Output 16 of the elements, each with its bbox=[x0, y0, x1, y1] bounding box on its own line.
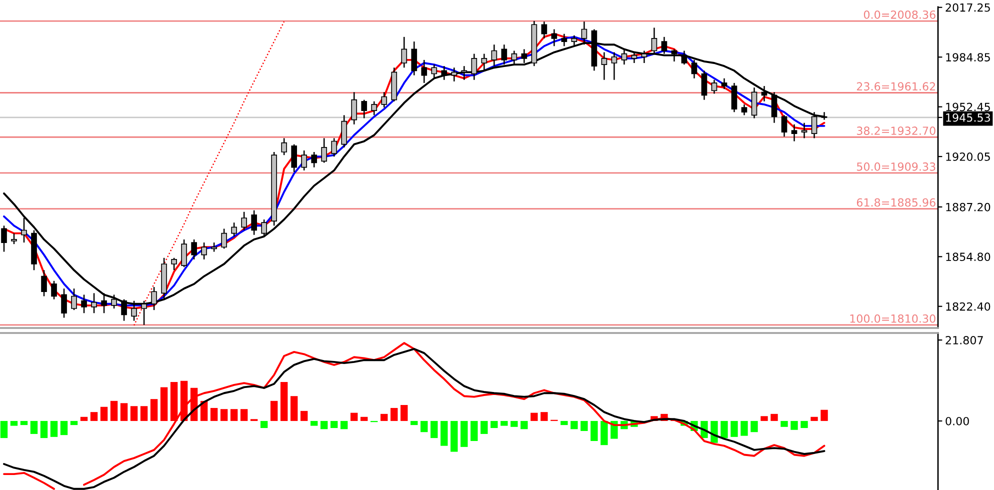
y-tick-label: 1887.20 bbox=[946, 202, 990, 212]
y-tick-label: 0.00 bbox=[946, 416, 969, 426]
y-tick-label: 1920.05 bbox=[946, 152, 990, 161]
y-tick-label: 2017.25 bbox=[946, 3, 990, 12]
y-tick-label: 1822.40 bbox=[946, 302, 990, 311]
y-tick-label: 21.807 bbox=[946, 336, 983, 344]
ref-line-label: 38.2=1932.70 bbox=[856, 126, 936, 135]
ref-line-label: 0.0=2008.36 bbox=[864, 10, 936, 19]
ref-line-label: 100.0=1810.30 bbox=[850, 314, 936, 323]
y-tick-label: 1952.45 bbox=[946, 102, 990, 112]
y-tick-label: 1984.85 bbox=[946, 53, 990, 62]
ref-line-label: 23.6=1961.62 bbox=[856, 82, 936, 91]
ref-line-label: 61.8=1885.96 bbox=[856, 198, 936, 207]
ref-line-label: 50.0=1909.33 bbox=[856, 162, 936, 171]
y-tick-label: 1945.53 bbox=[946, 113, 990, 122]
y-tick-label: 1854.80 bbox=[946, 252, 990, 262]
